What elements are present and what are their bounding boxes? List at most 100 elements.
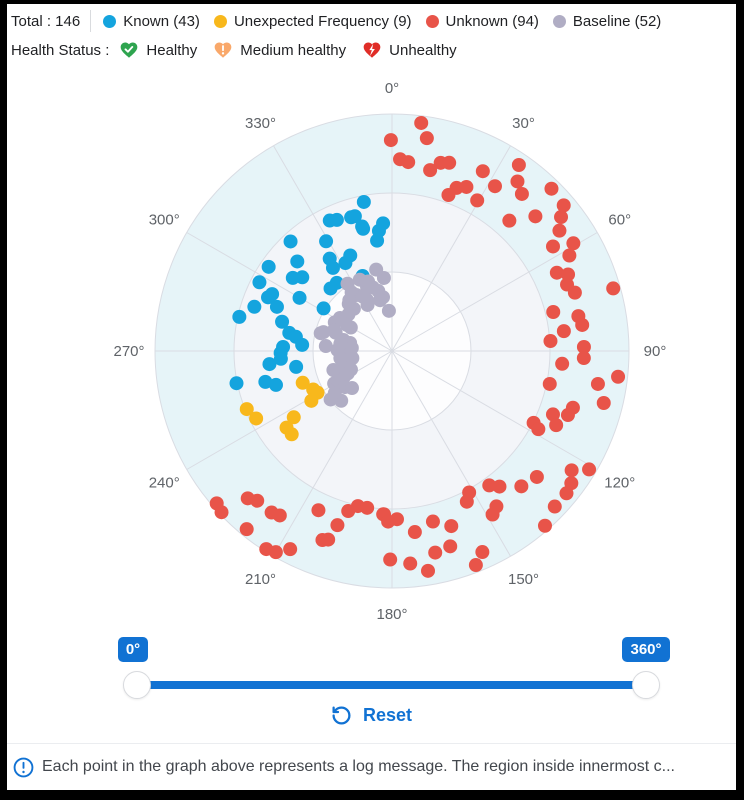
data-point-unknown[interactable]: [485, 507, 500, 522]
data-point-baseline[interactable]: [373, 293, 388, 308]
data-point-unknown[interactable]: [383, 552, 398, 567]
data-point-unknown[interactable]: [596, 396, 611, 411]
data-point-unknown[interactable]: [311, 503, 326, 518]
data-point-unknown[interactable]: [272, 508, 287, 523]
data-point-known[interactable]: [290, 254, 305, 269]
data-point-unknown[interactable]: [562, 248, 577, 263]
data-point-unknown[interactable]: [283, 542, 298, 557]
data-point-unknown[interactable]: [330, 518, 345, 533]
data-point-known[interactable]: [319, 234, 334, 249]
data-point-known[interactable]: [292, 290, 307, 305]
data-point-unknown[interactable]: [611, 369, 626, 384]
data-point-unknown[interactable]: [560, 408, 575, 423]
data-point-unexpected-frequency[interactable]: [304, 393, 319, 408]
data-point-known[interactable]: [247, 299, 262, 314]
data-point-known[interactable]: [323, 281, 338, 296]
data-point-unknown[interactable]: [544, 181, 559, 196]
data-point-baseline[interactable]: [316, 325, 331, 340]
legend-item-unexpected-frequency[interactable]: Unexpected Frequency (9): [213, 13, 412, 30]
data-point-baseline[interactable]: [333, 336, 348, 351]
data-point-unknown[interactable]: [561, 267, 576, 282]
data-point-unknown[interactable]: [606, 281, 621, 296]
data-point-unknown[interactable]: [545, 239, 560, 254]
angle-range-track[interactable]: [135, 681, 648, 689]
data-point-unknown[interactable]: [547, 499, 562, 514]
data-point-unknown[interactable]: [401, 155, 416, 170]
data-point-known[interactable]: [275, 314, 290, 329]
data-point-unexpected-frequency[interactable]: [284, 427, 299, 442]
data-point-known[interactable]: [347, 209, 362, 224]
data-point-unknown[interactable]: [414, 115, 429, 130]
data-point-unknown[interactable]: [250, 493, 265, 508]
data-point-unknown[interactable]: [554, 210, 569, 225]
data-point-known[interactable]: [262, 357, 277, 372]
data-point-known[interactable]: [295, 337, 310, 352]
data-point-unknown[interactable]: [441, 188, 456, 203]
data-point-known[interactable]: [232, 309, 247, 324]
data-point-unknown[interactable]: [542, 376, 557, 391]
data-point-baseline[interactable]: [381, 303, 396, 318]
polar-chart[interactable]: 0° 30° 60° 90° 120° 150° 180° 210° 240° 270° 300° 3…: [7, 80, 736, 634]
data-point-baseline[interactable]: [369, 262, 384, 277]
data-point-unknown[interactable]: [239, 522, 254, 537]
data-point-unknown[interactable]: [575, 317, 590, 332]
data-point-unknown[interactable]: [511, 158, 526, 173]
data-point-unknown[interactable]: [360, 500, 375, 515]
data-point-unknown[interactable]: [566, 236, 581, 251]
data-point-baseline[interactable]: [318, 339, 333, 354]
data-point-unknown[interactable]: [559, 486, 574, 501]
data-point-unknown[interactable]: [425, 514, 440, 529]
data-point-known[interactable]: [252, 275, 267, 290]
data-point-unknown[interactable]: [556, 198, 571, 213]
data-point-unknown[interactable]: [528, 209, 543, 224]
data-point-known[interactable]: [261, 259, 276, 274]
data-point-unknown[interactable]: [475, 164, 490, 179]
data-point-unknown[interactable]: [482, 478, 497, 493]
data-point-unknown[interactable]: [407, 525, 422, 540]
data-point-known[interactable]: [269, 299, 284, 314]
data-point-known[interactable]: [258, 374, 273, 389]
data-point-unknown[interactable]: [419, 131, 434, 146]
legend-item-baseline[interactable]: Baseline (52): [552, 13, 661, 30]
data-point-unknown[interactable]: [475, 545, 490, 560]
data-point-unknown[interactable]: [321, 532, 336, 547]
data-point-unknown[interactable]: [549, 418, 564, 433]
data-point-unknown[interactable]: [423, 163, 438, 178]
data-point-known[interactable]: [283, 234, 298, 249]
data-point-unknown[interactable]: [552, 223, 567, 238]
data-point-unknown[interactable]: [564, 463, 579, 478]
data-point-unknown[interactable]: [546, 304, 561, 319]
data-point-unknown[interactable]: [487, 179, 502, 194]
data-point-unknown[interactable]: [468, 558, 483, 573]
reset-button[interactable]: Reset: [331, 705, 412, 726]
data-point-unknown[interactable]: [383, 133, 398, 148]
data-point-unknown[interactable]: [529, 469, 544, 484]
data-point-unexpected-frequency[interactable]: [286, 410, 301, 425]
data-point-unknown[interactable]: [514, 186, 529, 201]
data-point-baseline[interactable]: [326, 363, 341, 378]
data-point-unknown[interactable]: [459, 494, 474, 509]
data-point-baseline[interactable]: [360, 297, 375, 312]
data-point-unknown[interactable]: [502, 213, 517, 228]
data-point-known[interactable]: [268, 377, 283, 392]
data-point-known[interactable]: [329, 212, 344, 227]
data-point-known[interactable]: [316, 301, 331, 316]
data-point-unknown[interactable]: [443, 539, 458, 554]
data-point-unknown[interactable]: [492, 479, 507, 494]
data-point-unknown[interactable]: [421, 563, 436, 578]
data-point-unknown[interactable]: [576, 339, 591, 354]
data-point-unknown[interactable]: [268, 545, 283, 560]
data-point-unknown[interactable]: [444, 519, 459, 534]
data-point-known[interactable]: [229, 376, 244, 391]
data-point-unknown[interactable]: [545, 407, 560, 422]
data-point-unknown[interactable]: [381, 514, 396, 529]
data-point-baseline[interactable]: [342, 293, 357, 308]
data-point-unknown[interactable]: [531, 422, 546, 437]
data-point-unknown[interactable]: [510, 174, 525, 189]
data-point-unknown[interactable]: [549, 265, 564, 280]
data-point-unknown[interactable]: [442, 155, 457, 170]
data-point-unknown[interactable]: [555, 356, 570, 371]
data-point-known[interactable]: [356, 194, 371, 209]
data-point-unknown[interactable]: [582, 462, 597, 477]
data-point-known[interactable]: [273, 351, 288, 366]
